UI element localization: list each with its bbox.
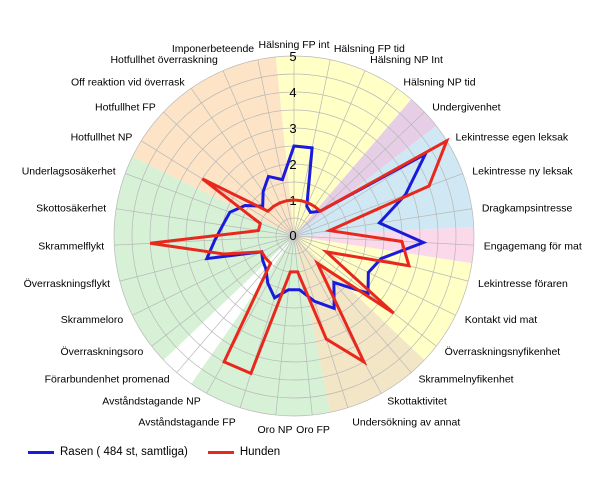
grid-spoke	[293, 70, 366, 237]
category-label: Skottaktivitet	[387, 395, 447, 407]
grid-spoke	[114, 235, 295, 246]
category-label: Hotfullhet FP	[95, 101, 156, 113]
category-label: Förarbundenhet promenad	[45, 374, 170, 386]
legend-label-rasen: Rasen ( 484 st, samtliga)	[60, 446, 188, 458]
category-label: Dragkampsintresse	[482, 203, 573, 215]
grid-spoke	[257, 59, 295, 237]
category-label: Hälsning NP Int	[370, 54, 443, 66]
category-label: Undergivenhet	[432, 101, 500, 113]
legend-item-hunden: Hunden	[207, 446, 281, 458]
legend-label-hunden: Hunden	[239, 446, 281, 458]
category-label: Överraskningsoro	[60, 346, 143, 358]
category-label: Överraskningsflykt	[24, 278, 110, 290]
category-label: Off reaktion vid överrask	[71, 77, 185, 89]
category-label: Undersökning av annat	[352, 416, 460, 428]
category-label: Avståndstagande FP	[138, 416, 235, 428]
legend-item-rasen: Rasen ( 484 st, samtliga)	[28, 446, 188, 458]
grid-spoke	[293, 208, 472, 237]
category-label: Hälsning FP int	[258, 39, 329, 51]
legend: Rasen ( 484 st, samtliga) Hunden	[28, 446, 300, 458]
category-label: Hotfullhet NP	[71, 132, 133, 144]
category-label: Kontakt vid mat	[465, 314, 537, 326]
grid-spoke	[151, 235, 295, 347]
grid-spoke	[141, 140, 295, 237]
grid-spoke	[239, 235, 295, 408]
sector-9	[132, 56, 294, 236]
series-lines	[149, 137, 450, 376]
series-line-0	[204, 144, 429, 311]
category-label: Hälsning NP tid	[403, 77, 475, 89]
grid-spoke	[176, 235, 295, 373]
category-label: Hotfullhet överraskning	[110, 54, 218, 66]
grid-spoke	[293, 173, 463, 237]
sector-8	[114, 156, 295, 361]
category-label: Lekintresse egen leksak	[456, 132, 569, 144]
tick-label-3: 3	[289, 121, 296, 136]
category-label: Underlagsosäkerhet	[22, 166, 116, 178]
tick-label-2: 2	[289, 157, 296, 172]
sector-3	[294, 226, 475, 264]
category-label: Skrammeloro	[61, 314, 124, 326]
category-label: Lekintresse föraren	[478, 278, 568, 290]
category-label: Skrammelnyfikenhet	[418, 374, 513, 386]
legend-swatch-rasen	[28, 450, 54, 454]
grid-spoke	[293, 111, 425, 237]
grid-spoke	[132, 235, 295, 316]
category-label: Oro FP	[296, 424, 330, 436]
grid-spoke	[293, 235, 456, 316]
sector-6	[191, 236, 331, 417]
tick-label-5: 5	[289, 49, 296, 64]
grid-spoke	[222, 70, 295, 237]
grid-spoke	[275, 235, 295, 416]
grid-spoke	[293, 235, 313, 416]
category-label: Imponerbeteende	[172, 43, 254, 55]
category-label: Skrammelflykt	[38, 241, 104, 253]
grid-spoke	[163, 111, 295, 237]
sector-7	[163, 236, 294, 384]
category-label: Avståndstagande NP	[102, 395, 200, 407]
category-label: Oro NP	[257, 424, 292, 436]
sector-2	[294, 125, 474, 236]
grid-spoke	[116, 208, 295, 237]
legend-swatch-hunden	[207, 450, 234, 454]
series-line-1	[149, 137, 450, 376]
category-label: Hälsning FP tid	[334, 43, 405, 55]
grid-spoke	[293, 235, 412, 373]
grid-spoke	[293, 235, 382, 394]
category-label: Skottosäkerhet	[36, 203, 106, 215]
category-label: Överraskningsnyfikenhet	[445, 346, 561, 358]
grid-spoke	[190, 88, 295, 237]
tick-label-0: 0	[289, 228, 296, 243]
grid-spoke	[206, 235, 295, 394]
grid-spoke	[293, 235, 349, 408]
category-label: Engagemang för mat	[484, 241, 582, 253]
grid-spoke	[293, 235, 474, 246]
category-label: Lekintresse ny leksak	[472, 166, 573, 178]
grid-spoke	[125, 173, 295, 237]
tick-label-4: 4	[289, 85, 296, 100]
